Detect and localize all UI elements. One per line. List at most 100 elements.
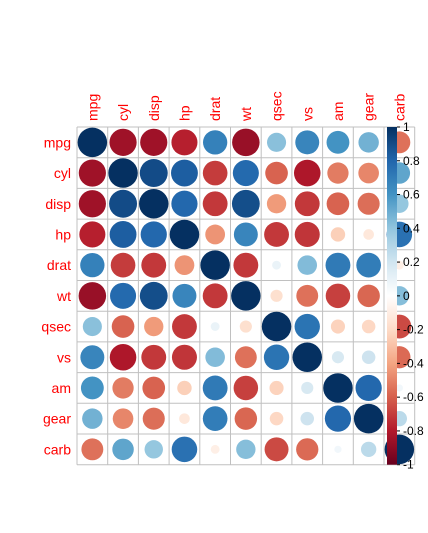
corr-circle-mpg-gear	[358, 132, 379, 153]
corr-circle-am-drat	[202, 375, 228, 401]
corr-circle-hp-drat	[205, 224, 226, 245]
corr-circle-cyl-vs	[293, 159, 321, 187]
corr-circle-drat-cyl	[110, 252, 136, 278]
corr-circle-vs-am	[331, 351, 345, 364]
corr-circle-hp-am	[330, 227, 346, 242]
corr-circle-carb-mpg	[81, 438, 104, 461]
corr-circle-drat-wt	[233, 252, 259, 278]
colorbar-tick-label: -0.6	[403, 390, 424, 404]
row-label-drat: drat	[47, 257, 71, 273]
corr-circle-wt-mpg	[78, 282, 107, 310]
corr-circle-mpg-disp	[140, 128, 168, 156]
corr-circle-am-wt	[233, 375, 259, 401]
corr-circle-drat-hp	[174, 255, 195, 276]
corr-circle-drat-vs	[297, 255, 318, 275]
corr-circle-disp-vs	[294, 191, 320, 217]
corr-circle-cyl-wt	[232, 160, 259, 187]
colorbar-tick-label: -0.8	[403, 424, 424, 438]
corr-circle-mpg-qsec	[266, 132, 287, 152]
corr-circle-hp-cyl	[109, 221, 137, 248]
corr-circle-gear-gear	[353, 403, 384, 434]
row-label-am: am	[52, 380, 71, 396]
corr-circle-mpg-am	[326, 130, 350, 154]
corr-circle-wt-wt	[231, 281, 261, 311]
colorbar-tick-label: 0	[403, 289, 410, 303]
column-label-gear: gear	[361, 93, 377, 121]
corr-circle-hp-qsec	[264, 222, 289, 247]
corr-circle-drat-disp	[141, 252, 167, 278]
row-label-cyl: cyl	[54, 165, 71, 181]
corr-circle-cyl-mpg	[78, 159, 106, 187]
corr-circle-gear-vs	[300, 411, 315, 426]
corr-circle-gear-hp	[179, 413, 190, 424]
corr-circle-qsec-vs	[294, 313, 320, 340]
corr-circle-carb-wt	[236, 439, 256, 460]
corr-circle-carb-drat	[210, 444, 220, 454]
column-label-hp: hp	[176, 105, 192, 121]
corr-circle-wt-am	[325, 283, 351, 309]
corr-circle-vs-qsec	[263, 344, 290, 370]
corr-circle-gear-cyl	[112, 408, 134, 429]
column-label-am: am	[330, 102, 346, 121]
corr-circle-mpg-hp	[171, 129, 198, 156]
corr-circle-am-disp	[142, 376, 166, 400]
corr-circle-carb-gear	[360, 441, 377, 458]
corr-circle-gear-am	[324, 405, 352, 432]
corr-circle-mpg-vs	[295, 130, 320, 155]
column-label-vs: vs	[299, 107, 315, 121]
corr-circle-gear-wt	[234, 407, 258, 430]
colorbar-tick-label: -0.2	[403, 323, 424, 337]
corr-circle-disp-disp	[139, 189, 169, 219]
corr-circle-qsec-cyl	[111, 315, 135, 338]
corr-circle-qsec-disp	[144, 316, 164, 337]
corr-circle-drat-carb	[394, 260, 404, 270]
corr-circle-wt-disp	[139, 281, 168, 310]
colorbar-tick-label: 0.4	[403, 221, 420, 235]
corr-circle-wt-drat	[202, 283, 228, 309]
corr-circle-carb-vs	[296, 438, 319, 461]
column-label-qsec: qsec	[269, 91, 285, 121]
corr-circle-wt-gear	[357, 284, 380, 308]
corr-circle-drat-drat	[200, 250, 230, 280]
corr-circle-hp-mpg	[79, 221, 106, 248]
row-labels: mpg cyl disp hp drat wt qsec vs am gear carb	[41, 134, 71, 457]
corr-circle-cyl-gear	[358, 162, 379, 184]
corr-circle-drat-gear	[356, 252, 381, 278]
corr-circle-cyl-cyl	[108, 158, 138, 188]
column-label-carb: carb	[391, 94, 407, 121]
corr-circle-cyl-am	[327, 162, 349, 184]
row-label-mpg: mpg	[44, 134, 71, 150]
corr-circle-am-vs	[301, 381, 314, 395]
corr-circle-carb-disp	[144, 440, 163, 459]
corr-circle-drat-am	[325, 252, 351, 278]
corr-circle-cyl-qsec	[265, 161, 288, 185]
corr-circle-am-mpg	[80, 376, 104, 400]
row-label-gear: gear	[43, 411, 71, 427]
color-legend: 1 0.8 0.6 0.4 0.2 0 -0.2 -0.4 -0.6 -0.8 -1	[387, 120, 424, 472]
corr-circle-drat-qsec	[272, 260, 281, 270]
column-label-cyl: cyl	[115, 104, 131, 121]
corr-circle-vs-disp	[141, 344, 167, 370]
corr-circle-qsec-drat	[210, 322, 220, 331]
corr-circle-vs-gear	[361, 350, 376, 365]
corr-circle-qsec-am	[330, 319, 346, 334]
corr-circle-hp-disp	[140, 221, 167, 248]
corr-circle-mpg-wt	[232, 128, 260, 157]
corr-circle-disp-cyl	[109, 189, 138, 218]
corr-circle-cyl-hp	[171, 159, 198, 187]
colorbar-tick-label: 0.8	[403, 154, 420, 168]
column-label-drat: drat	[207, 97, 223, 121]
row-label-carb: carb	[44, 441, 71, 457]
corr-circle-qsec-qsec	[261, 311, 292, 342]
corr-circle-am-hp	[177, 380, 192, 396]
corr-circle-disp-drat	[202, 191, 228, 217]
colorbar-tick-label: -0.4	[403, 356, 424, 370]
colorbar-tick-label: 0.2	[403, 255, 420, 269]
corr-circle-gear-mpg	[82, 408, 103, 429]
corr-circle-am-am	[323, 373, 353, 403]
corr-circle-mpg-mpg	[77, 127, 108, 158]
corr-circle-drat-mpg	[80, 252, 105, 278]
corr-circle-cyl-disp	[139, 159, 168, 188]
corr-circle-qsec-mpg	[82, 316, 102, 337]
